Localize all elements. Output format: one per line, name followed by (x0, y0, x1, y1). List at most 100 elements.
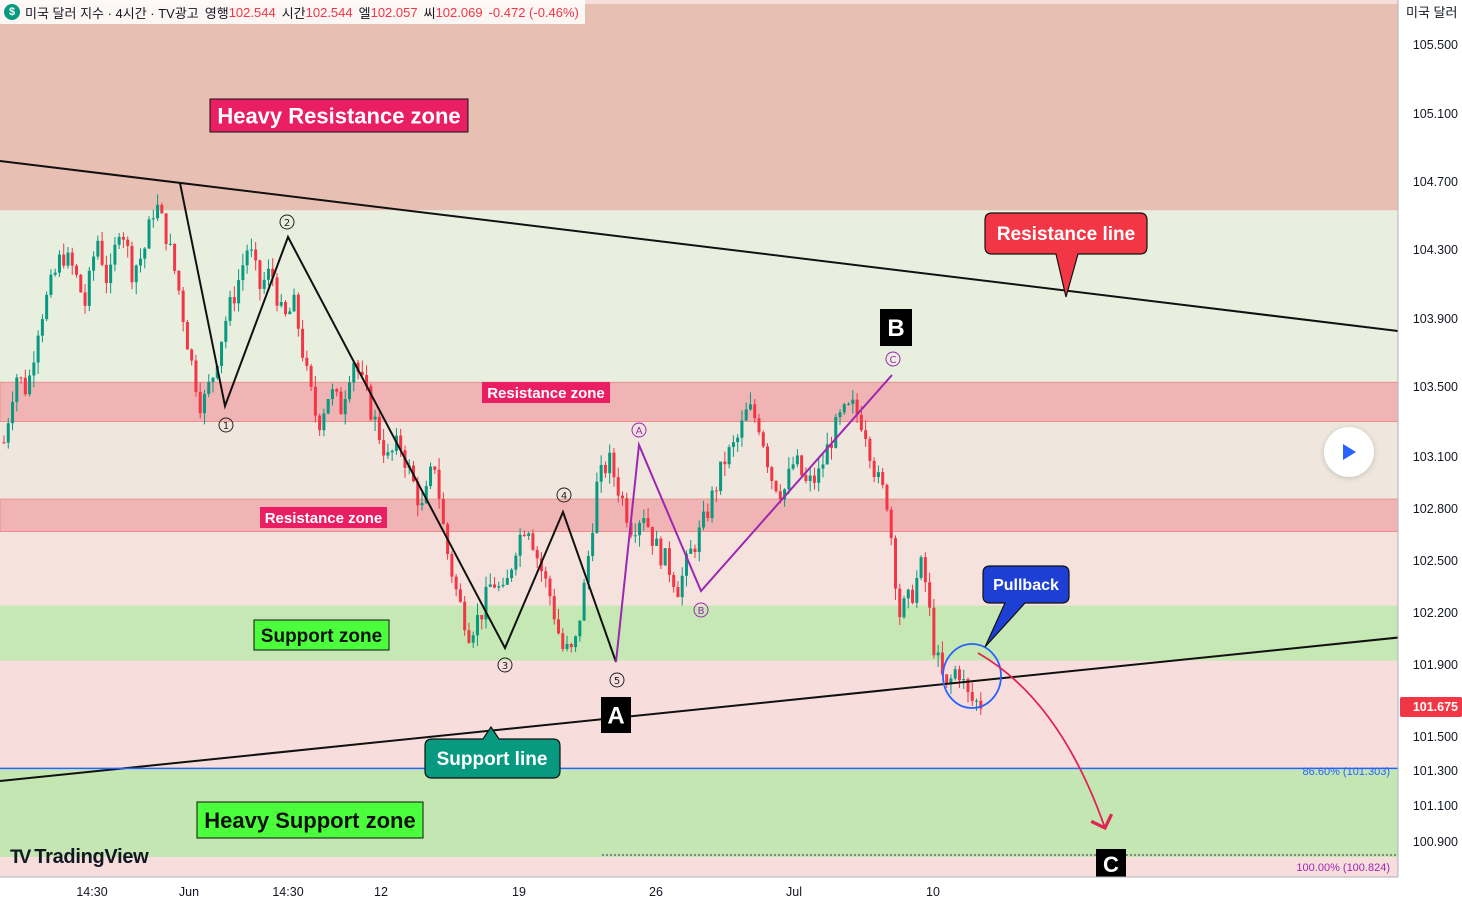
candle-body (160, 204, 164, 214)
candle-body (847, 403, 851, 405)
tradingview-logo-text: TradingView (34, 846, 149, 868)
candle-body (800, 455, 804, 476)
tradingview-logo[interactable]: TV TradingView (10, 846, 149, 869)
candle-body (911, 589, 915, 603)
candle-body (454, 576, 458, 590)
wave-c-label-text: C (1103, 852, 1119, 877)
resistance-line-callout[interactable]: Resistance line (984, 212, 1148, 298)
candle-body (471, 635, 475, 643)
resistance-zone-lower-label-box (260, 507, 387, 528)
candle-body (249, 249, 253, 251)
price-tick-label: 105.100 (1413, 107, 1458, 121)
resistance-line-callout-shape (984, 212, 1148, 298)
time-tick-label: 14:30 (76, 885, 107, 899)
wave-b-label-text: B (887, 315, 904, 342)
candle-body (936, 652, 940, 656)
candle-body (595, 481, 599, 533)
candle-body (569, 644, 573, 648)
candle-body (915, 578, 919, 603)
candle-body (228, 297, 232, 321)
candle-body (902, 598, 906, 618)
price-axis-title: 미국 달러 (1400, 2, 1462, 24)
candle-body (390, 450, 394, 453)
candle-body (424, 486, 428, 504)
candle-body (889, 509, 893, 539)
candle-body (322, 413, 326, 431)
heavy-support-zone-label-text: Heavy Support zone (204, 808, 415, 833)
candle-body (514, 555, 518, 570)
correction-wave-label-b: B (698, 606, 705, 617)
low-label: 엘 (358, 5, 371, 21)
heavy-support-zone-label[interactable]: Heavy Support zone (196, 801, 424, 839)
low-value: 102.057 (370, 4, 418, 20)
price-tick-label: 102.800 (1413, 502, 1458, 516)
price-tick-label: 101.900 (1413, 658, 1458, 672)
impulse-wave-label-1: 1 (223, 421, 229, 432)
price-tick-label: 102.500 (1413, 554, 1458, 568)
candle-body (386, 452, 390, 456)
replay-play-button[interactable] (1324, 427, 1374, 477)
correction-wave-label-c: C (890, 355, 897, 366)
resistance-zone-lower-label[interactable]: Resistance zone (260, 507, 387, 528)
wave-b-label[interactable]: B (880, 309, 912, 346)
candle-body (612, 452, 616, 478)
wave-a-label[interactable]: A (601, 697, 631, 733)
candle-body (646, 518, 650, 527)
candle-body (795, 455, 799, 465)
candle-body (92, 256, 96, 271)
candle-body (522, 534, 526, 536)
wave-c-label[interactable]: C (1096, 849, 1126, 879)
symbol-title[interactable]: 미국 달러 지수 · 4시간 · TV광고 (25, 5, 199, 21)
candle-body (608, 452, 612, 474)
candle-body (676, 587, 680, 598)
candle-body (979, 700, 983, 709)
background-band (0, 210, 1398, 383)
candle-body (616, 477, 620, 496)
candle-body (488, 584, 492, 587)
candle-body (689, 548, 693, 554)
candle-body (262, 279, 266, 289)
candle-body (296, 294, 300, 329)
candle-body (527, 533, 531, 536)
open-value: 102.544 (228, 4, 276, 20)
impulse-wave-label-5: 5 (614, 676, 620, 687)
resistance-zone-upper-label[interactable]: Resistance zone (482, 382, 610, 403)
candle-body (804, 475, 808, 481)
candle-body (970, 692, 974, 701)
impulse-wave-label-1-circle (218, 417, 234, 433)
support-zone-label[interactable]: Support zone (253, 619, 390, 651)
support-line-callout[interactable]: Support line (424, 725, 561, 779)
candle-body (672, 574, 676, 588)
candle-body (753, 404, 757, 419)
candle-body (834, 417, 838, 448)
time-tick-label: 26 (649, 885, 663, 899)
candle-body (898, 588, 902, 618)
candle-body (185, 322, 189, 350)
candle-body (441, 498, 445, 524)
candle-body (19, 377, 23, 379)
candle-body (565, 644, 569, 649)
candle-body (104, 264, 108, 283)
candle-body (79, 274, 83, 293)
candle-body (220, 341, 224, 367)
candle-body (330, 389, 334, 400)
time-axis-background (0, 877, 1462, 906)
candle-body (949, 678, 953, 684)
change-value: -0.472 (-0.46%) (488, 4, 579, 20)
candle-body (684, 553, 688, 576)
candle-body (940, 652, 944, 675)
candle-body (45, 294, 49, 320)
candle-body (783, 489, 787, 500)
candle-body (518, 534, 522, 556)
symbol-header[interactable]: $ 미국 달러 지수 · 4시간 · TV광고 영행 102.544 시간 10… (0, 0, 585, 24)
candle-body (719, 461, 723, 492)
candle-body (164, 213, 168, 244)
candle-body (642, 518, 646, 524)
candle-body (744, 409, 748, 421)
heavy-resistance-zone-label[interactable]: Heavy Resistance zone (209, 98, 469, 133)
price-tick-label: 103.100 (1413, 450, 1458, 464)
pullback-callout[interactable]: Pullback (982, 565, 1070, 648)
candle-body (578, 620, 582, 637)
